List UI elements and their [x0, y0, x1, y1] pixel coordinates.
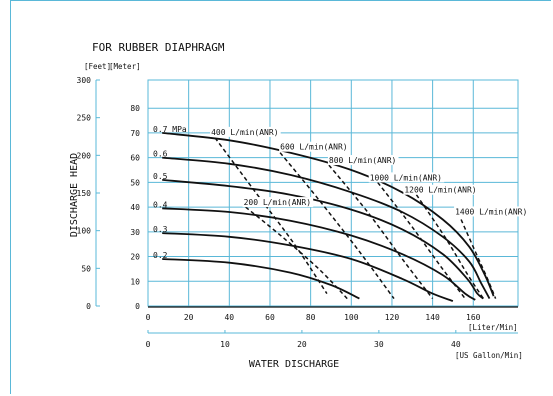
pressure-curve	[162, 207, 476, 301]
gallon-tick-label: 0	[146, 340, 151, 349]
meter-tick-label: 40	[130, 203, 140, 212]
meter-tick-label: 50	[130, 178, 140, 187]
liter-tick-label: 80	[306, 313, 316, 322]
liter-tick-label: 20	[184, 313, 194, 322]
pressure-label: 0.4	[153, 200, 168, 209]
plot-area	[147, 79, 519, 307]
x-axis-label: WATER DISCHARGE	[249, 359, 339, 370]
pressure-curve	[162, 132, 495, 297]
feet-tick-label: 250	[77, 114, 92, 123]
gallon-unit-label: [US Gallon/Min]	[455, 351, 523, 360]
liter-tick-label: 0	[146, 313, 151, 322]
chart-title: FOR RUBBER DIAPHRAGM	[92, 41, 225, 54]
airflow-curve	[214, 137, 328, 295]
feet-tick-label: 100	[77, 227, 92, 236]
meter-tick-label: 80	[130, 104, 140, 113]
airflow-label: 1400 L/min(ANR)	[455, 207, 527, 216]
meter-tick-label: 20	[130, 253, 140, 262]
liter-unit-label: [Liter/Min]	[468, 323, 518, 332]
airflow-label: 600 L/min(ANR)	[280, 143, 347, 152]
liter-tick-label: 40	[224, 313, 234, 322]
gallon-tick-label: 20	[297, 340, 307, 349]
liter-tick-label: 120	[385, 313, 400, 322]
meter-tick-label: 0	[135, 302, 140, 311]
y-axis-label: DISCHARGE HEAD	[69, 153, 80, 237]
gallon-tick-label: 40	[451, 340, 461, 349]
feet-tick-label: 200	[77, 151, 92, 160]
feet-unit-label: [Feet]	[84, 62, 111, 71]
feet-tick-label: 0	[86, 302, 91, 311]
pressure-curve	[162, 258, 360, 300]
airflow-label: 800 L/min(ANR)	[329, 156, 396, 165]
feet-tick-label: 150	[77, 189, 92, 198]
feet-tick-label: 50	[81, 264, 91, 273]
airflow-curve	[328, 164, 434, 300]
airflow-label-bg	[327, 155, 399, 166]
airflow-curve	[279, 152, 395, 300]
meter-tick-label: 10	[130, 277, 140, 286]
gallon-tick-label: 30	[374, 340, 384, 349]
liter-tick-label: 140	[425, 313, 440, 322]
airflow-label-bg	[210, 126, 281, 137]
meter-tick-label: 30	[130, 228, 140, 237]
chart-frame	[10, 0, 551, 394]
pressure-label: 0.5	[153, 172, 168, 181]
meter-tick-label: 70	[130, 129, 140, 138]
airflow-label-bg	[403, 184, 479, 195]
gallon-tick-label: 10	[220, 340, 230, 349]
liter-tick-label: 60	[265, 313, 275, 322]
liter-tick-label: 100	[344, 313, 359, 322]
meter-tick-label: 60	[130, 154, 140, 163]
pressure-curve	[162, 179, 484, 300]
pressure-curve	[162, 232, 454, 302]
feet-tick-label: 300	[77, 76, 92, 85]
pressure-label: 0.7 MPa	[153, 125, 187, 134]
airflow-label: 400 L/min(ANR)	[211, 128, 278, 137]
airflow-label: 1000 L/min(ANR)	[370, 173, 442, 182]
pressure-label: 0.2	[153, 251, 168, 260]
airflow-curve	[415, 194, 485, 300]
airflow-label-bg	[368, 172, 445, 183]
pressure-label: 0.6	[153, 150, 168, 159]
airflow-label: 1200 L/min(ANR)	[404, 186, 476, 195]
airflow-label-bg	[242, 197, 314, 208]
airflow-label-bg	[454, 206, 530, 217]
liter-tick-label: 160	[466, 313, 481, 322]
pressure-curve	[162, 156, 491, 300]
airflow-label: 200 L/min(ANR)	[244, 198, 311, 207]
pressure-label: 0.3	[153, 225, 168, 234]
meter-unit-label: [Meter]	[109, 62, 141, 71]
airflow-label-bg	[279, 141, 350, 152]
